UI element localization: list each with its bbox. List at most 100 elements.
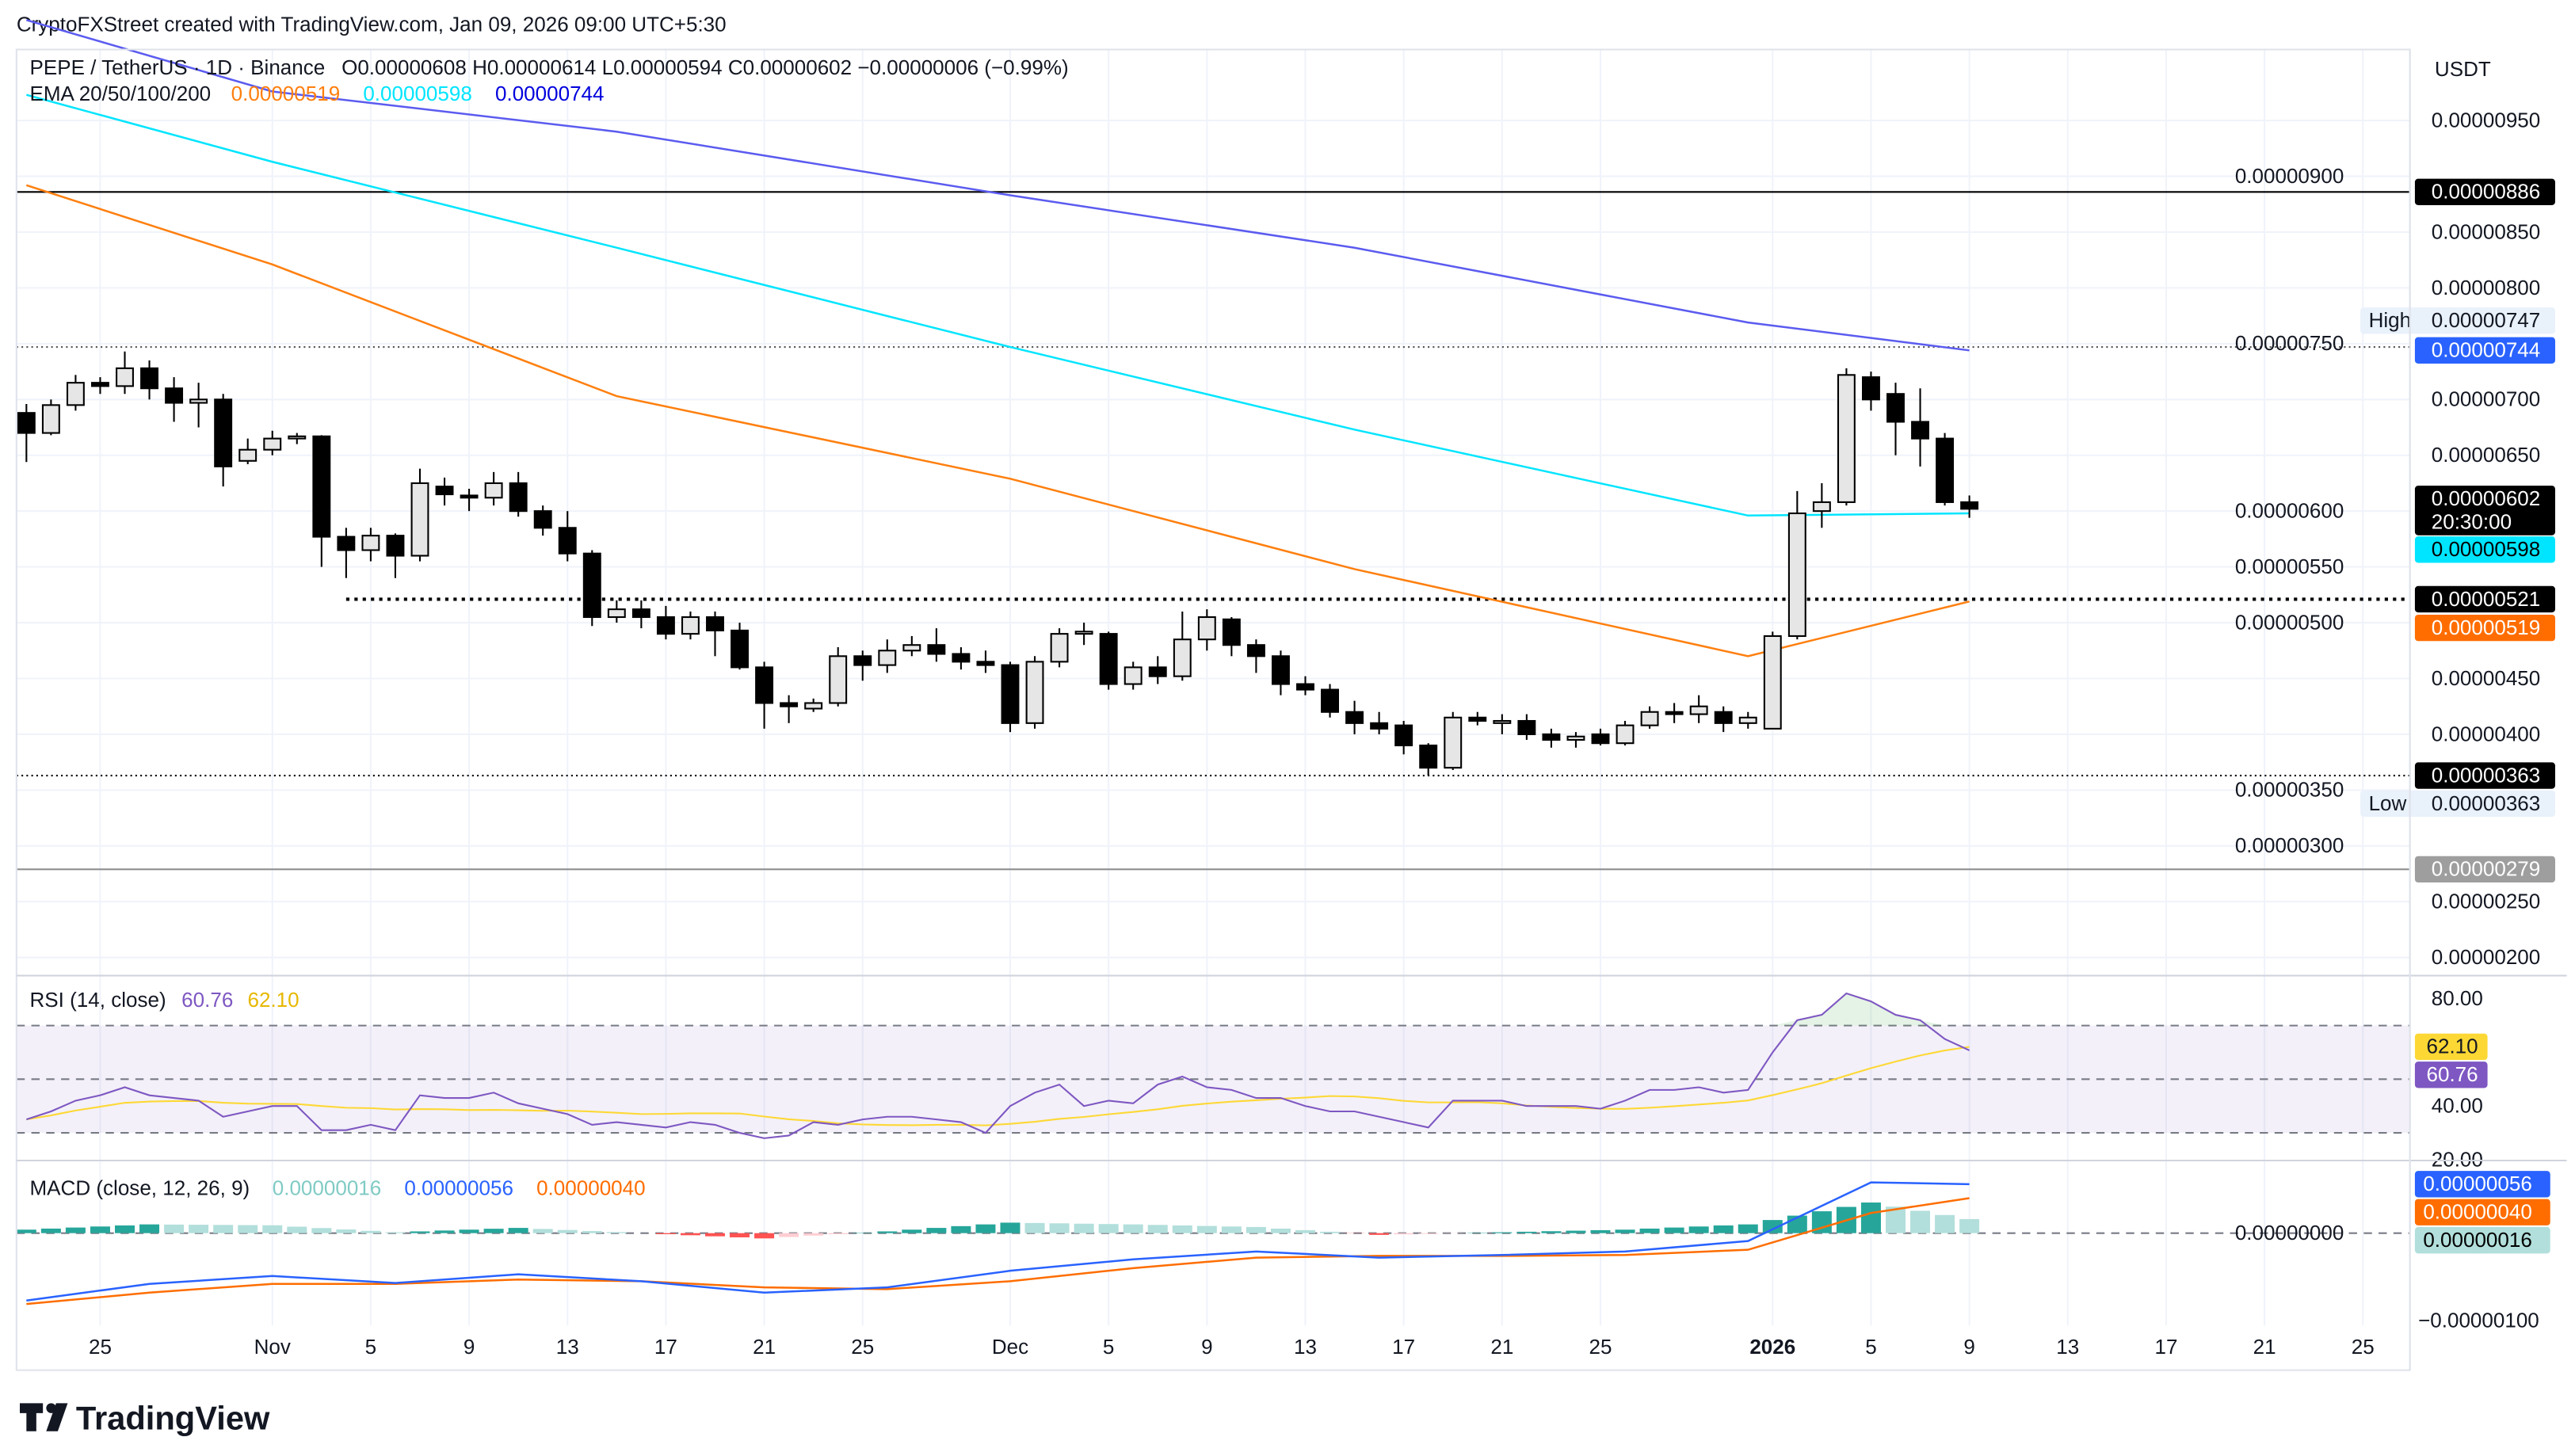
candle[interactable]: [91, 377, 109, 394]
candle[interactable]: [1468, 711, 1487, 726]
candle[interactable]: [780, 695, 799, 723]
candle[interactable]: [1566, 732, 1585, 748]
candle[interactable]: [386, 533, 405, 578]
price-pane[interactable]: 25 Nov 5 9 13 17 21 25 Dec 5 9 13 17 21 25 2026 5 9 13 17 21…: [16, 19, 2555, 1359]
candle[interactable]: [1960, 495, 1979, 518]
macd-histogram-bar: [1762, 1220, 1783, 1233]
candle[interactable]: [484, 471, 503, 506]
ema-legend-label[interactable]: EMA 20/50/100/200: [30, 82, 212, 105]
candle[interactable]: [1886, 383, 1905, 455]
candle[interactable]: [1197, 609, 1216, 651]
candle[interactable]: [1936, 433, 1955, 506]
candle[interactable]: [214, 394, 233, 487]
candle[interactable]: [952, 647, 971, 670]
candle[interactable]: [1419, 743, 1438, 776]
candle[interactable]: [829, 647, 848, 707]
time-axis-label: 25: [89, 1335, 112, 1359]
candle[interactable]: [1123, 661, 1143, 690]
candle[interactable]: [1173, 611, 1192, 681]
candle[interactable]: [116, 351, 134, 394]
candle[interactable]: [1591, 728, 1610, 746]
time-axis-label: 25: [851, 1335, 874, 1359]
candle[interactable]: [17, 403, 36, 463]
currency-label[interactable]: USDT: [2435, 57, 2491, 81]
candle[interactable]: [755, 661, 774, 729]
candle[interactable]: [656, 605, 675, 640]
candle[interactable]: [1787, 490, 1806, 640]
candle[interactable]: [165, 377, 184, 422]
candle[interactable]: [1911, 388, 1930, 467]
macd-badge: [2414, 1171, 2550, 1198]
rsi-title[interactable]: RSI (14, close): [30, 988, 166, 1012]
candle[interactable]: [1862, 372, 1880, 411]
candle[interactable]: [681, 611, 700, 640]
candle[interactable]: [927, 628, 946, 662]
candle[interactable]: [902, 635, 921, 657]
candle[interactable]: [582, 550, 601, 627]
candle[interactable]: [1542, 728, 1561, 748]
candle[interactable]: [509, 471, 528, 517]
candle[interactable]: [1099, 631, 1118, 690]
candle[interactable]: [533, 505, 552, 536]
candle[interactable]: [1050, 628, 1069, 668]
candle[interactable]: [361, 528, 380, 562]
candle[interactable]: [878, 639, 897, 673]
candle[interactable]: [1025, 656, 1044, 729]
candle[interactable]: [631, 600, 650, 629]
candle[interactable]: [1517, 714, 1536, 740]
macd-histogram-bar: [65, 1227, 86, 1233]
candle[interactable]: [853, 650, 872, 681]
candle[interactable]: [140, 360, 159, 400]
candle[interactable]: [312, 435, 331, 567]
candle[interactable]: [1640, 706, 1659, 729]
candle[interactable]: [1370, 711, 1389, 734]
tradingview-logo[interactable]: TradingView: [20, 1400, 270, 1437]
candle[interactable]: [1074, 623, 1093, 646]
candle[interactable]: [1222, 617, 1241, 657]
candle[interactable]: [1837, 368, 1856, 506]
candle[interactable]: [1714, 706, 1733, 733]
candle[interactable]: [731, 623, 750, 670]
macd-histogram-bar: [189, 1225, 209, 1233]
candle[interactable]: [1272, 650, 1290, 696]
candle[interactable]: [1246, 639, 1265, 673]
candle[interactable]: [1001, 661, 1020, 733]
candle[interactable]: [558, 511, 577, 562]
candle[interactable]: [66, 375, 85, 411]
candle[interactable]: [435, 477, 454, 506]
macd-histogram-bar: [459, 1229, 479, 1233]
candle[interactable]: [1296, 676, 1314, 696]
candle[interactable]: [706, 611, 724, 657]
candle-body: [1566, 735, 1585, 741]
candle[interactable]: [410, 468, 429, 562]
macd-title[interactable]: MACD (close, 12, 26, 9): [30, 1176, 250, 1200]
candle[interactable]: [189, 383, 208, 428]
price-axis-label: 0.00000350: [2235, 778, 2344, 802]
candle[interactable]: [1493, 714, 1512, 734]
candle[interactable]: [1616, 721, 1635, 746]
candle[interactable]: [1812, 482, 1831, 528]
candle[interactable]: [1394, 721, 1413, 755]
candle[interactable]: [1345, 700, 1364, 734]
macd-histogram-bar: [1590, 1229, 1611, 1233]
candle-body: [1370, 722, 1389, 730]
candle[interactable]: [263, 430, 282, 455]
candle[interactable]: [1763, 631, 1782, 730]
candle[interactable]: [288, 433, 307, 444]
candle[interactable]: [460, 489, 479, 512]
candle[interactable]: [976, 650, 995, 673]
candle[interactable]: [1444, 711, 1463, 770]
candle[interactable]: [1689, 695, 1708, 723]
candle[interactable]: [1738, 711, 1757, 729]
candle[interactable]: [337, 528, 356, 578]
candle[interactable]: [607, 600, 626, 623]
candle[interactable]: [1148, 656, 1167, 684]
candle[interactable]: [804, 698, 823, 712]
candle[interactable]: [1321, 684, 1340, 718]
symbol-title[interactable]: PEPE / TetherUS · 1D · Binance: [30, 55, 326, 79]
macd-histogram-bar: [1639, 1228, 1660, 1233]
candle[interactable]: [1665, 703, 1684, 723]
candle[interactable]: [238, 438, 258, 465]
candle[interactable]: [41, 399, 60, 436]
